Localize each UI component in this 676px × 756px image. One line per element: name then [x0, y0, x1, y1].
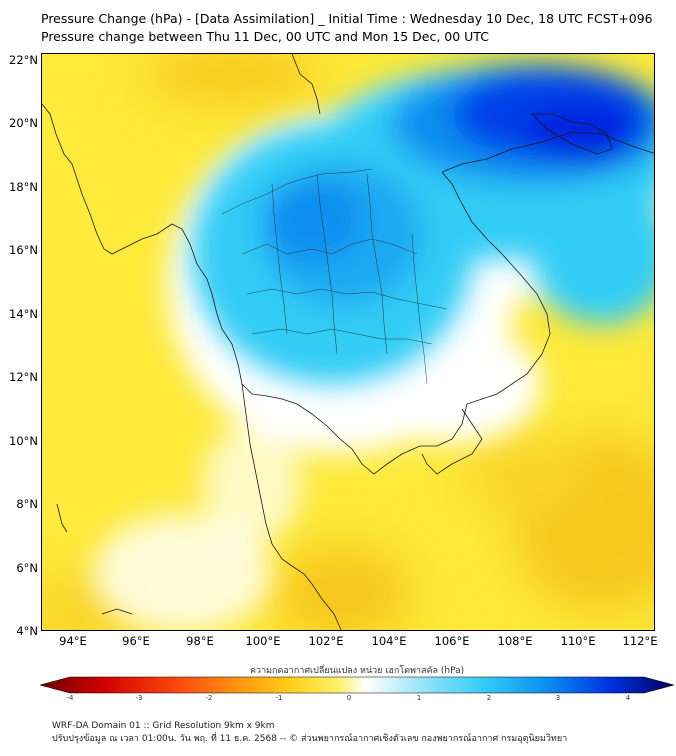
footer-credit: ปรับปรุงข้อมูล ณ เวลา 01:00น. วัน พฤ. ที… — [52, 734, 568, 744]
colorbar-tick: -1 — [275, 694, 283, 702]
lon-label-108e: 108°E — [497, 634, 533, 648]
lat-label-12n: 12°N — [9, 370, 38, 384]
field-blue-zone — [192, 64, 654, 384]
colorbar-label: ความกดอากาศเปลี่ยนแปลง หน่วย เฮกโตพาสคัล… — [250, 666, 465, 676]
lat-label-14n: 14°N — [9, 307, 38, 321]
lat-label-18n: 18°N — [9, 180, 38, 194]
lon-label-94e: 94°E — [59, 634, 87, 648]
lon-label-98e: 98°E — [186, 634, 214, 648]
lon-label-106e: 106°E — [434, 634, 470, 648]
field-yellow-patches — [42, 54, 654, 630]
colorbar-tick: -4 — [66, 694, 74, 702]
lat-label-10n: 10°N — [9, 434, 38, 448]
colorbar-tick: 1 — [416, 694, 422, 702]
lon-label-100e: 100°E — [245, 634, 281, 648]
lon-label-110e: 110°E — [560, 634, 596, 648]
colorbar — [40, 676, 674, 694]
coastlines — [42, 54, 654, 630]
footer-model-info: WRF-DA Domain 01 :: Grid Resolution 9km … — [52, 721, 275, 731]
admin-boundaries — [221, 168, 448, 385]
lat-label-6n: 6°N — [16, 561, 38, 575]
lon-label-102e: 102°E — [308, 634, 344, 648]
lon-label-112e: 112°E — [622, 634, 658, 648]
chart-subtitle: Pressure change between Thu 11 Dec, 00 U… — [41, 29, 489, 44]
colorbar-tick: 4 — [625, 694, 631, 702]
lat-label-20n: 20°N — [9, 116, 38, 130]
map-canvas — [42, 54, 654, 630]
lon-label-104e: 104°E — [371, 634, 407, 648]
colorbar-tick: 3 — [555, 694, 561, 702]
pressure-change-map — [41, 53, 655, 631]
colorbar-tick: -3 — [135, 694, 143, 702]
colorbar-tick: 2 — [486, 694, 492, 702]
lon-label-96e: 96°E — [122, 634, 150, 648]
colorbar-tick: -2 — [205, 694, 213, 702]
lat-label-16n: 16°N — [9, 243, 38, 257]
chart-title: Pressure Change (hPa) - [Data Assimilati… — [41, 11, 653, 26]
lat-label-4n: 4°N — [16, 624, 38, 638]
colorbar-tick: 0 — [346, 694, 352, 702]
lat-label-8n: 8°N — [16, 497, 38, 511]
lat-label-22n: 22°N — [9, 53, 38, 67]
